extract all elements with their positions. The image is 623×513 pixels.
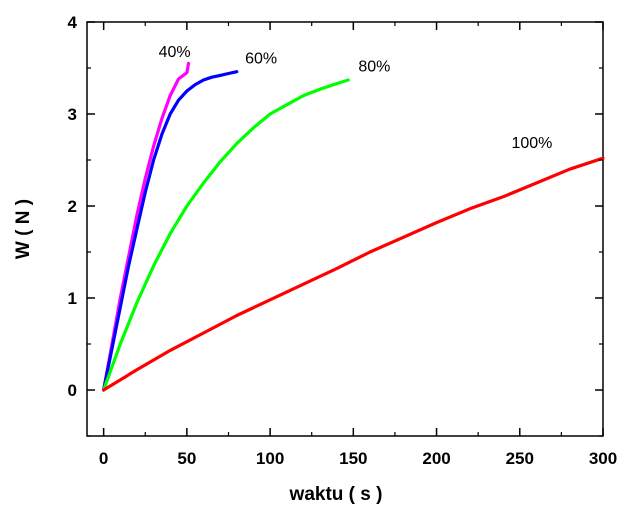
x-tick-label: 100 [256,449,284,468]
x-axis-title: waktu ( s ) [289,484,383,505]
y-tick-label: 4 [68,13,78,32]
y-tick-label: 3 [68,105,77,124]
series-label-40pct: 40% [159,44,191,61]
x-tick-label: 0 [99,449,108,468]
series-line-80pct [101,78,350,392]
series-layer: 40% 60% 80% 100% [101,44,605,392]
x-tick-label: 200 [422,449,450,468]
series-label-100pct: 100% [511,135,552,152]
x-tick-label: 50 [177,449,196,468]
y-tick-label: 0 [68,381,77,400]
x-tick-label: 250 [506,449,534,468]
x-tick-label: 150 [339,449,367,468]
y-axis-title: W ( N ) [13,199,34,259]
series-line-40pct [101,61,191,392]
y-tick-label: 1 [68,289,77,308]
x-tick-label: 300 [589,449,617,468]
plot-frame [86,21,604,437]
series-line-100pct [101,156,605,392]
series-line-60pct [101,70,239,392]
series-label-60pct: 60% [245,50,277,67]
axes-layer: 0 50 100 150 200 250 300 0 1 2 3 4 [68,13,618,468]
series-label-80pct: 80% [358,59,390,76]
y-tick-label: 2 [68,197,77,216]
